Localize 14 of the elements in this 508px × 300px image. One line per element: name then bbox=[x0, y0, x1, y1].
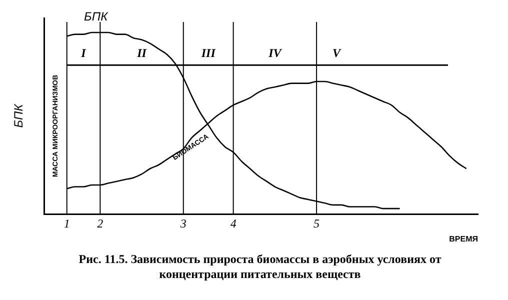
x-tick-label: 5 bbox=[314, 216, 320, 230]
x-tick-label: 1 bbox=[64, 216, 70, 230]
x-tick-label: 2 bbox=[97, 216, 104, 230]
series-label: БПК bbox=[84, 10, 109, 24]
x-axis-title: ВРЕМЯ bbox=[449, 234, 478, 244]
x-tick-label: 4 bbox=[230, 216, 236, 230]
annotation: V bbox=[332, 46, 342, 60]
y-axis-title: БПК bbox=[12, 103, 26, 128]
annotation: IV bbox=[268, 46, 282, 60]
annotation: I bbox=[80, 46, 88, 60]
annotation: II bbox=[136, 46, 148, 60]
text: Рис. 11.5. Зависимость прироста биомассы в аэробных условиях от концентрации питательных веществ bbox=[78, 252, 442, 282]
annotation: III bbox=[200, 46, 217, 60]
x-tick-label: 3 bbox=[179, 216, 186, 230]
